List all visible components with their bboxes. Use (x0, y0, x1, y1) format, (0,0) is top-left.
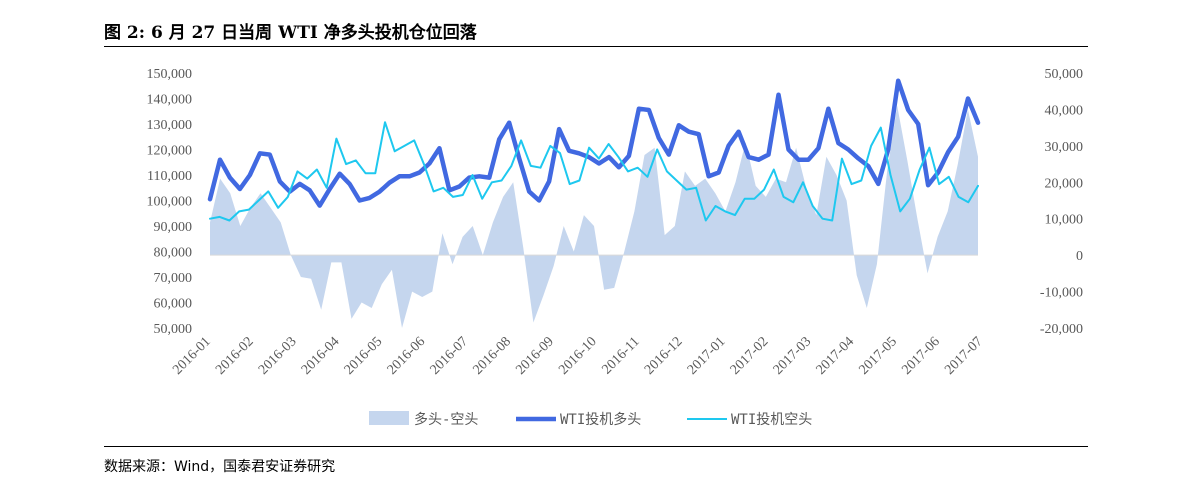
x-tick-label: 2017-06 (899, 334, 943, 378)
left-tick-label: 90,000 (154, 220, 193, 235)
left-tick-label: 100,000 (147, 195, 193, 210)
title-rule (104, 46, 1088, 47)
right-tick-label: 10,000 (1045, 213, 1084, 228)
left-tick-label: 140,000 (147, 93, 193, 108)
x-axis-ticks: 2016-01 2016-02 2016-03 2016-04 2016-05 2016-… (170, 334, 986, 378)
left-tick-label: 50,000 (154, 322, 193, 337)
right-tick-label: -10,000 (1040, 286, 1083, 301)
x-tick-label: 2016-12 (642, 334, 686, 378)
x-tick-label: 2016-11 (599, 334, 642, 377)
right-tick-label: 0 (1076, 249, 1083, 264)
x-tick-label: 2016-08 (470, 334, 514, 378)
legend-swatch-area (369, 411, 409, 425)
x-tick-label: 2016-06 (385, 334, 429, 378)
x-tick-label: 2017-03 (771, 334, 815, 378)
right-tick-label: 30,000 (1045, 140, 1084, 155)
x-tick-label: 2016-02 (213, 334, 257, 378)
left-tick-label: 70,000 (154, 271, 193, 286)
left-tick-label: 120,000 (147, 144, 193, 159)
x-tick-label: 2016-05 (342, 334, 386, 378)
left-tick-label: 130,000 (147, 118, 193, 133)
right-tick-label: -20,000 (1040, 322, 1083, 337)
x-tick-label: 2016-01 (170, 334, 214, 378)
x-tick-label: 2016-09 (513, 334, 557, 378)
left-tick-label: 80,000 (154, 246, 193, 261)
area-layer (210, 105, 978, 328)
x-tick-label: 2016-07 (428, 334, 472, 378)
series-area-net-position (210, 105, 978, 328)
right-tick-label: 50,000 (1045, 67, 1084, 82)
x-tick-label: 2017-01 (685, 334, 729, 378)
source-rule (104, 446, 1088, 447)
legend-label-long: WTI投机多头 (560, 411, 641, 428)
line-layer (207, 78, 981, 222)
chart-title: 图 2: 6 月 27 日当周 WTI 净多头投机仓位回落 (104, 23, 477, 43)
legend: 多头-空头 WTI投机多头 WTI投机空头 (369, 411, 812, 428)
x-tick-label: 2017-05 (856, 334, 900, 378)
right-axis-ticks: 50,000 40,000 30,000 20,000 10,000 0 -10,000 -2… (1040, 67, 1083, 337)
x-tick-label: 2016-03 (256, 334, 300, 378)
x-tick-label: 2017-04 (814, 334, 858, 378)
right-tick-label: 20,000 (1045, 176, 1084, 191)
left-axis-ticks: 150,000 140,000 130,000 120,000 110,000 100,0… (147, 67, 193, 337)
x-tick-label: 2016-10 (556, 334, 600, 378)
x-tick-label: 2017-07 (942, 334, 986, 378)
x-tick-label: 2016-04 (299, 334, 343, 378)
series-line-long (207, 78, 981, 208)
legend-label-short: WTI投机空头 (731, 412, 812, 428)
legend-label-area: 多头-空头 (414, 411, 478, 428)
series-line-short (209, 121, 979, 222)
left-tick-label: 60,000 (154, 297, 193, 312)
x-tick-label: 2017-02 (728, 334, 772, 378)
source-note: 数据来源：Wind，国泰君安证券研究 (104, 459, 336, 475)
right-tick-label: 40,000 (1045, 103, 1084, 118)
left-tick-label: 110,000 (147, 169, 192, 184)
left-tick-label: 150,000 (147, 67, 193, 82)
